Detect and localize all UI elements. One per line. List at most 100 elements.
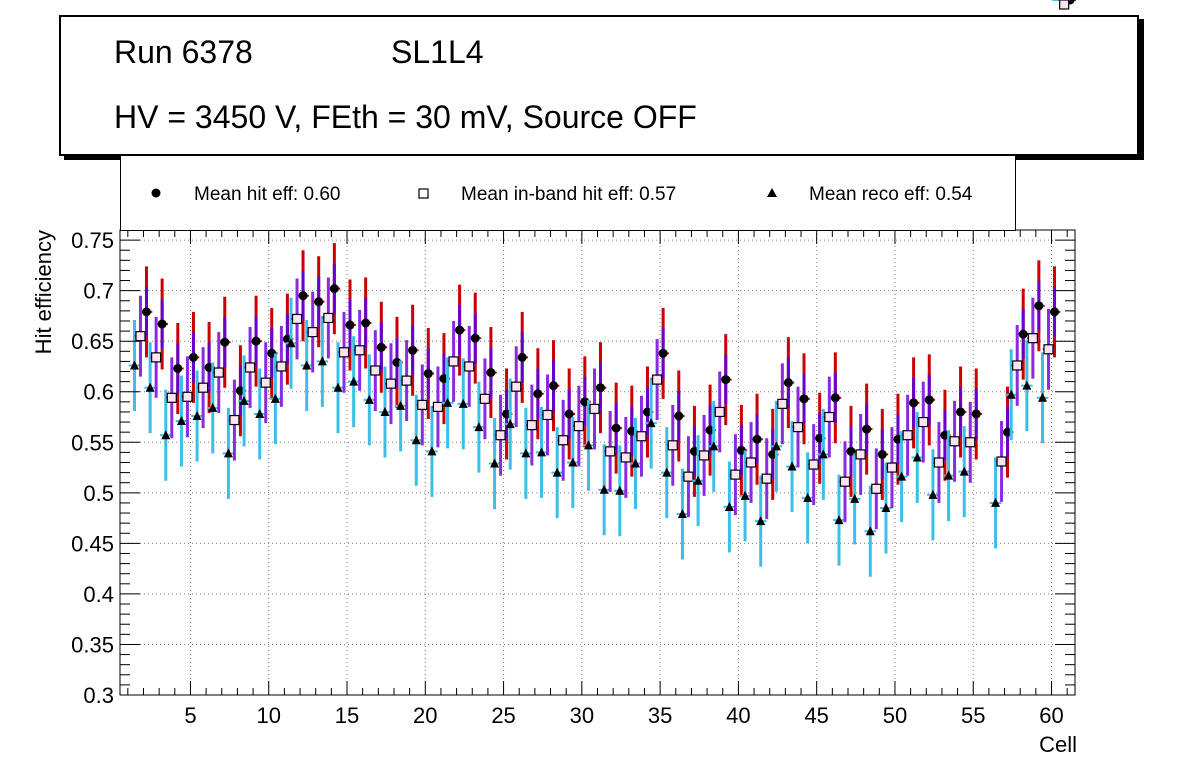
x-tick-label: 15 xyxy=(335,703,359,728)
y-tick-label: 0.35 xyxy=(71,632,114,657)
reco-point xyxy=(552,467,562,477)
reco-point xyxy=(568,457,578,467)
reco-point xyxy=(959,466,969,476)
hit-point xyxy=(220,337,230,347)
inband-point xyxy=(714,406,725,418)
reco-point xyxy=(176,416,186,426)
y-tick-label: 0.4 xyxy=(83,582,114,607)
run-label: Run 6378 xyxy=(114,34,253,70)
hit-point xyxy=(752,434,762,444)
y-tick-label: 0.5 xyxy=(83,481,114,506)
hit-point xyxy=(549,381,559,391)
hit-point xyxy=(455,325,465,335)
conditions-label: HV = 3450 V, FEth = 30 mV, Source OFF xyxy=(114,99,697,135)
reco-point xyxy=(662,467,672,477)
inband-point xyxy=(276,361,287,372)
inband-point xyxy=(620,452,631,463)
reco-point xyxy=(270,393,280,403)
inband-point xyxy=(918,416,929,428)
reco-point xyxy=(912,452,922,462)
reco-point xyxy=(192,411,202,420)
hit-point xyxy=(564,409,574,419)
reco-point xyxy=(521,448,531,458)
reco-point xyxy=(239,395,249,405)
reco-point xyxy=(349,376,359,386)
reco-point xyxy=(145,382,155,392)
reco-point xyxy=(255,408,265,418)
reco-point xyxy=(208,402,218,412)
hit-point xyxy=(674,411,684,421)
inband-point xyxy=(652,374,663,385)
legend xyxy=(120,156,1016,231)
inband-point xyxy=(824,411,835,423)
inband-point xyxy=(777,398,788,409)
inband-point xyxy=(839,476,851,487)
x-axis-label: Cell xyxy=(1039,732,1077,757)
reco-point xyxy=(991,497,1001,507)
inband-point xyxy=(464,361,475,372)
inband-point xyxy=(792,422,804,433)
hit-point xyxy=(470,333,480,343)
reco-point xyxy=(333,382,343,392)
inband-point xyxy=(354,345,365,356)
reco-point xyxy=(129,360,139,370)
inband-point xyxy=(307,326,318,338)
inband-point xyxy=(558,435,569,446)
legend-inband-eff: Mean in-band hit eff: 0.57 xyxy=(461,184,677,205)
x-tick-label: 10 xyxy=(256,703,280,728)
reco-point xyxy=(286,338,296,348)
reco-point xyxy=(302,360,312,370)
hit-point xyxy=(298,291,308,301)
inband-point xyxy=(151,352,162,363)
hit-point xyxy=(611,423,621,433)
hit-point xyxy=(877,449,887,459)
hit-point xyxy=(314,297,324,307)
reco-point xyxy=(865,526,875,536)
inband-point xyxy=(260,377,271,388)
inband-point xyxy=(698,450,710,461)
legend-square-icon xyxy=(418,188,429,199)
reco-point xyxy=(787,461,797,471)
hit-point xyxy=(862,424,872,434)
hit-point xyxy=(361,318,371,328)
inband-point xyxy=(1059,0,1070,10)
inband-point xyxy=(683,471,694,482)
reco-point xyxy=(490,458,500,468)
inband-point xyxy=(291,313,303,325)
x-tick-label: 40 xyxy=(726,703,750,728)
hit-point xyxy=(783,378,793,388)
reco-point xyxy=(584,440,593,450)
inband-point xyxy=(949,436,960,447)
inband-point xyxy=(432,401,444,413)
y-tick-label: 0.3 xyxy=(83,683,114,708)
reco-point xyxy=(223,448,233,458)
hit-point xyxy=(971,409,981,419)
inband-point xyxy=(636,431,647,442)
legend-hit-eff: Mean hit eff: 0.60 xyxy=(194,184,341,205)
reco-point xyxy=(505,419,515,429)
tick-labels: 5 10 15 20 25 30 35 40 45 50 55 60 0.3 0.35 0.4 0.45 0.5… xyxy=(71,228,1064,728)
reco-point xyxy=(756,516,766,526)
data-points xyxy=(128,0,1076,577)
inband-point xyxy=(589,403,600,415)
x-tick-label: 30 xyxy=(570,703,594,728)
inband-point xyxy=(605,446,616,457)
inband-point xyxy=(902,430,913,441)
inband-point xyxy=(370,365,381,376)
reco-point xyxy=(474,422,484,432)
reco-point xyxy=(380,406,390,416)
reco-point xyxy=(897,471,907,481)
inband-point xyxy=(886,462,898,473)
title-box xyxy=(59,15,1139,156)
inband-point xyxy=(1027,333,1038,344)
y-tick-label: 0.75 xyxy=(71,228,114,253)
reco-point xyxy=(928,489,938,499)
hit-point xyxy=(486,368,496,378)
hit-point xyxy=(799,394,809,404)
inband-point xyxy=(338,347,350,358)
hit-point xyxy=(909,398,919,408)
inband-point xyxy=(730,469,741,480)
y-tick-label: 0.45 xyxy=(71,531,114,556)
hit-point xyxy=(596,383,605,393)
